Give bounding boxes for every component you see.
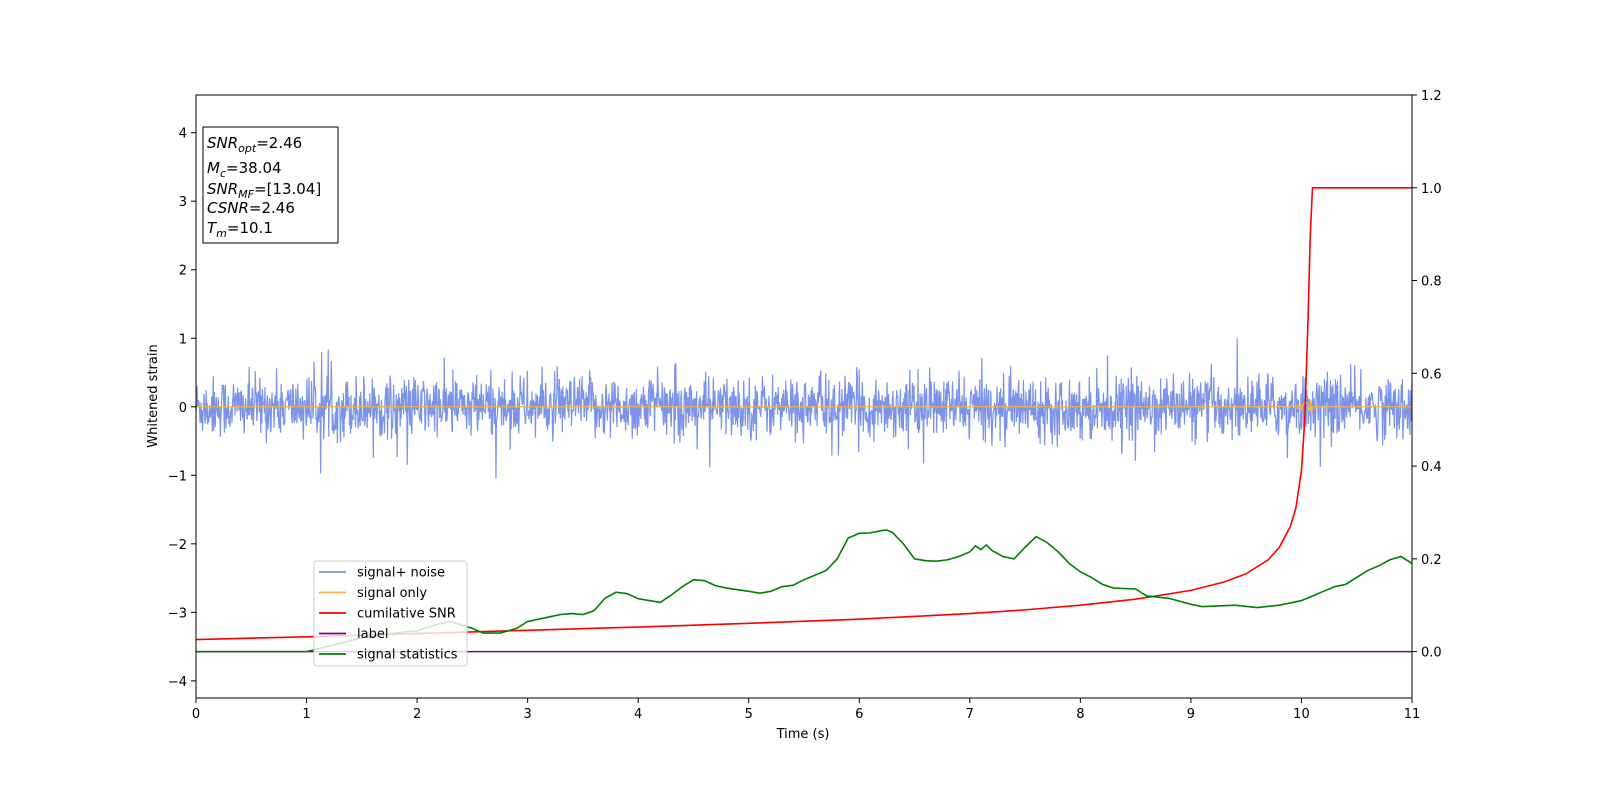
x-tick-label: 6 bbox=[855, 707, 863, 722]
annotation-csnr: CSNR=2.46 bbox=[207, 199, 295, 217]
x-tick-label: 1 bbox=[302, 707, 310, 722]
y-right-tick-label: 0.4 bbox=[1421, 460, 1442, 475]
y-left-tick-label: 4 bbox=[179, 127, 187, 142]
x-tick-label: 3 bbox=[523, 707, 531, 722]
legend: signal+ noise signal only cumilative SNR la… bbox=[313, 560, 468, 667]
x-tick-label: 11 bbox=[1404, 707, 1421, 722]
x-axis-label: Time (s) bbox=[776, 727, 830, 742]
y-left-tick-label: 1 bbox=[179, 332, 187, 347]
legend-label: label bbox=[357, 627, 388, 642]
x-tick-label: 10 bbox=[1293, 707, 1310, 722]
x-tick-label: 4 bbox=[634, 707, 642, 722]
legend-label: signal only bbox=[357, 586, 427, 601]
y-axis-left: −4 −3 −2 −1 0 1 2 3 4 bbox=[168, 127, 196, 690]
annotation-tm: Tm=10.1 bbox=[207, 219, 273, 240]
y-right-tick-label: 0.8 bbox=[1421, 275, 1442, 290]
x-tick-label: 7 bbox=[966, 707, 974, 722]
y-axis-label: Whitened strain bbox=[146, 344, 161, 447]
x-tick-label: 5 bbox=[745, 707, 753, 722]
axes-frame bbox=[195, 94, 1413, 699]
x-axis: 0 1 2 3 4 5 6 7 8 9 10 11 bbox=[192, 698, 1420, 722]
y-left-tick-label: −1 bbox=[168, 469, 187, 484]
y-left-tick-label: 2 bbox=[179, 264, 187, 279]
x-tick-label: 9 bbox=[1187, 707, 1195, 722]
y-left-tick-label: 3 bbox=[179, 195, 187, 210]
legend-label: cumilative SNR bbox=[357, 607, 456, 622]
series-signal-noise-group bbox=[196, 338, 1412, 479]
y-right-tick-label: 0.6 bbox=[1421, 367, 1442, 382]
series-signal-noise-line bbox=[196, 338, 1412, 479]
legend-label: signal+ noise bbox=[357, 566, 445, 581]
x-tick-label: 0 bbox=[192, 707, 200, 722]
series-signal-only-group bbox=[196, 400, 1412, 415]
annotation-snr-opt: SNRopt=2.46 bbox=[207, 134, 302, 155]
legend-frame bbox=[313, 560, 468, 667]
series-signal-statisticsline bbox=[196, 529, 1412, 653]
legend-label: signal statistics bbox=[357, 648, 458, 663]
y-right-tick-label: 1.0 bbox=[1421, 182, 1442, 197]
annotation-mc: Mc=38.04 bbox=[207, 159, 282, 180]
y-right-tick-label: 0.2 bbox=[1421, 553, 1442, 568]
series-signal-only-line bbox=[196, 400, 1412, 415]
series-cumilative-snrline bbox=[196, 186, 1412, 641]
y-right-tick-label: 1.2 bbox=[1421, 89, 1442, 104]
y-left-tick-label: 0 bbox=[179, 401, 187, 416]
y-axis-right: 0.0 0.2 0.4 0.6 0.8 1.0 1.2 bbox=[1412, 89, 1442, 661]
y-left-tick-label: −3 bbox=[168, 606, 187, 621]
y-left-tick-label: −2 bbox=[168, 538, 187, 553]
annotation-box: SNRopt=2.46 Mc=38.04 SNRMF=[13.04] CSNR=… bbox=[202, 126, 339, 244]
y-left-tick-label: −4 bbox=[168, 675, 187, 690]
annotation-snr-mf: SNRMF=[13.04] bbox=[207, 180, 321, 201]
x-tick-label: 8 bbox=[1076, 707, 1084, 722]
y-right-tick-label: 0.0 bbox=[1421, 646, 1442, 661]
x-tick-label: 2 bbox=[413, 707, 421, 722]
